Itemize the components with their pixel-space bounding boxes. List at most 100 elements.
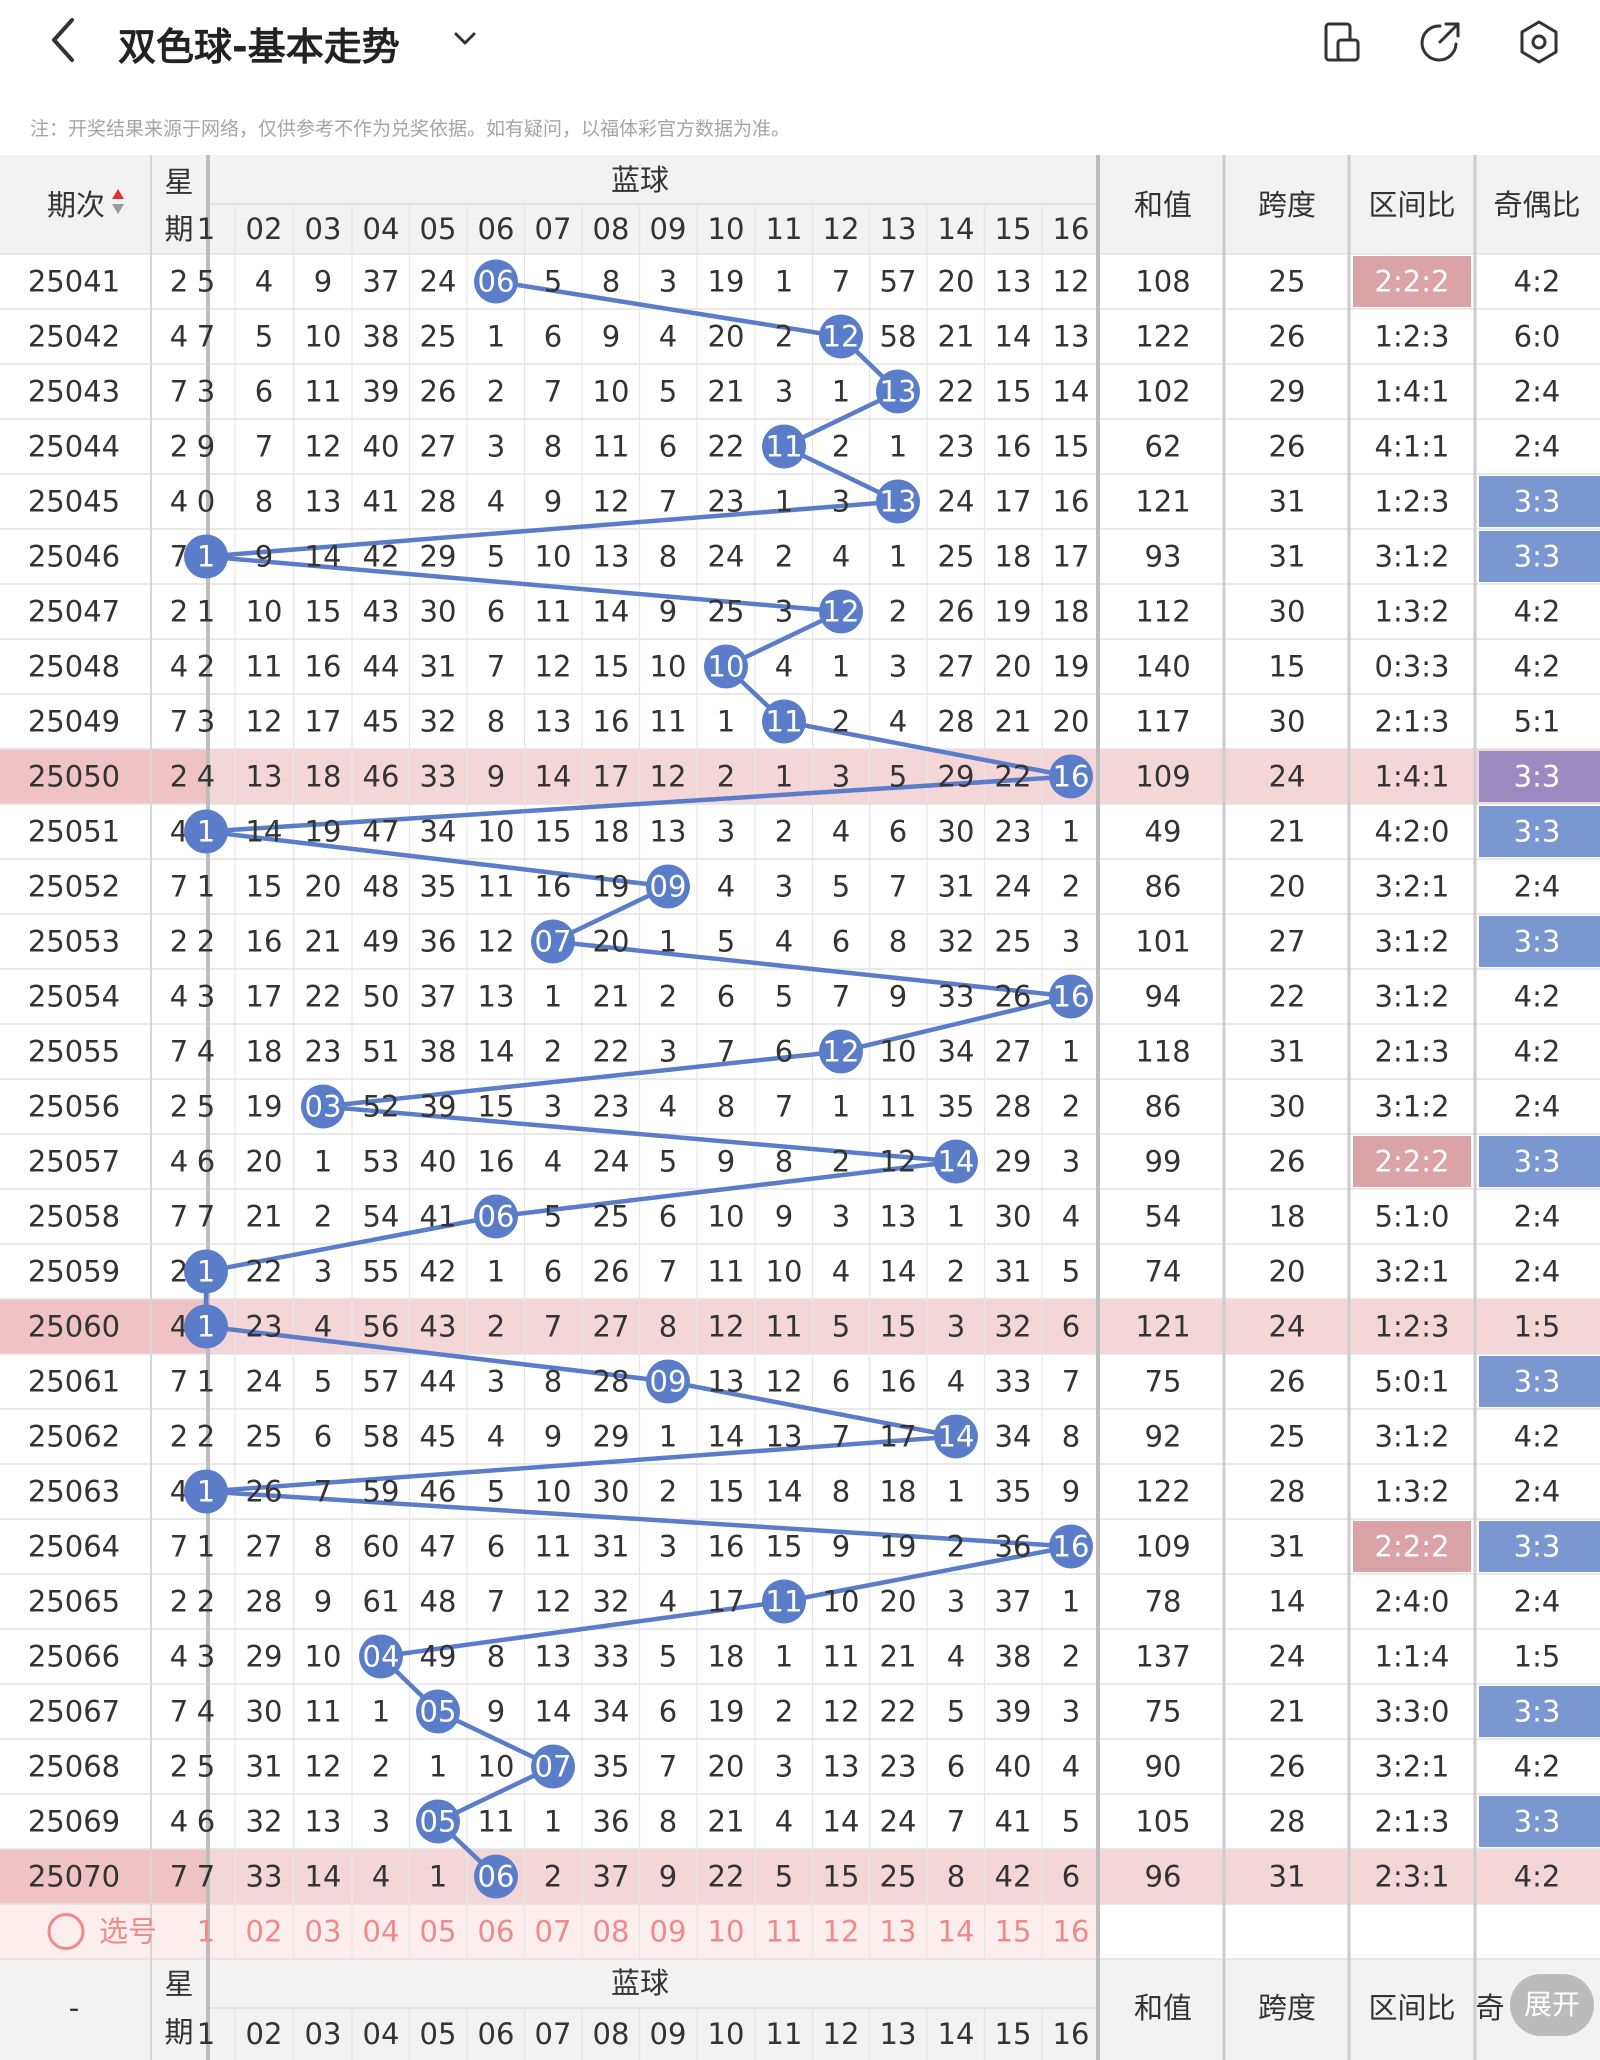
parity-ratio-cell: 1:5 <box>1514 1310 1561 1344</box>
miss-count-cell: 55 <box>363 1255 400 1289</box>
miss-count-cell: 58 <box>363 1420 400 1454</box>
parity-ratio-cell: 3:3 <box>1514 1805 1561 1839</box>
sum-cell: 122 <box>1135 320 1190 354</box>
phone-layout-icon[interactable] <box>1318 18 1366 66</box>
miss-count-cell: 23 <box>880 1750 917 1784</box>
miss-count-cell: 6 <box>197 1145 215 1179</box>
expand-button[interactable]: 展开 <box>1510 1974 1594 2036</box>
period-cell: 25057 <box>28 1145 120 1179</box>
share-icon[interactable] <box>1416 18 1464 66</box>
miss-count-cell: 16 <box>246 925 283 959</box>
span-cell: 24 <box>1269 760 1306 794</box>
miss-count-cell: 6 <box>832 1365 850 1399</box>
blue-ball-hit <box>934 1139 978 1184</box>
miss-count-cell: 22 <box>708 430 745 464</box>
settings-icon[interactable] <box>1515 18 1563 66</box>
miss-count-cell: 1 <box>889 540 907 574</box>
page-title[interactable]: 双色球-基本走势 <box>118 25 400 69</box>
miss-count-cell: 43 <box>363 595 400 629</box>
miss-count-cell: 36 <box>420 925 457 959</box>
blue-ball-hit <box>474 1854 518 1899</box>
miss-count-cell: 1 <box>775 485 793 519</box>
footer-ball-header: 04 <box>363 2017 400 2051</box>
miss-count-cell: 11 <box>880 1090 917 1124</box>
miss-count-cell: 7 <box>197 1860 215 1894</box>
blue-ball-hit-number: 16 <box>1053 760 1090 794</box>
miss-count-cell: 5 <box>889 760 907 794</box>
miss-count-cell: 8 <box>602 265 620 299</box>
miss-count-cell: 26 <box>246 1475 283 1509</box>
trend-line <box>495 1159 957 1219</box>
back-icon[interactable] <box>44 14 84 66</box>
zone-ratio-cell: 1:3:2 <box>1375 595 1450 629</box>
miss-count-cell: 31 <box>938 870 975 904</box>
miss-count-cell: 22 <box>305 980 342 1014</box>
miss-count-cell: 22 <box>938 375 975 409</box>
week-cell: 4 <box>170 650 188 684</box>
miss-count-cell: 6 <box>832 925 850 959</box>
miss-count-cell: 4 <box>832 1255 850 1289</box>
miss-count-cell: 19 <box>593 870 630 904</box>
blue-ball-hit-number: 14 <box>938 1145 975 1179</box>
span-cell: 30 <box>1269 705 1306 739</box>
miss-count-cell: 48 <box>420 1585 457 1619</box>
span-cell: 18 <box>1269 1200 1306 1234</box>
miss-count-cell: 11 <box>478 1805 515 1839</box>
miss-count-cell: 21 <box>938 320 975 354</box>
miss-count-cell: 2 <box>947 1255 965 1289</box>
miss-count-cell: 45 <box>420 1420 457 1454</box>
sum-cell: 109 <box>1135 760 1190 794</box>
select-number-option: 10 <box>708 1915 745 1949</box>
ball-number-header: 14 <box>938 212 975 246</box>
miss-count-cell: 45 <box>363 705 400 739</box>
miss-count-cell: 21 <box>246 1200 283 1234</box>
miss-count-cell: 3 <box>659 1530 677 1564</box>
miss-count-cell: 60 <box>363 1530 400 1564</box>
parity-ratio-highlight <box>1479 531 1600 582</box>
chevron-down-icon[interactable] <box>448 22 482 56</box>
miss-count-cell: 39 <box>363 375 400 409</box>
ball-number-header: 10 <box>708 212 745 246</box>
miss-count-cell: 13 <box>246 760 283 794</box>
miss-count-cell: 5 <box>775 1860 793 1894</box>
miss-count-cell: 7 <box>255 430 273 464</box>
miss-count-cell: 15 <box>478 1090 515 1124</box>
miss-count-cell: 35 <box>420 870 457 904</box>
miss-count-cell: 20 <box>246 1145 283 1179</box>
miss-count-cell: 26 <box>420 375 457 409</box>
miss-count-cell: 11 <box>708 1255 745 1289</box>
miss-count-cell: 11 <box>535 1530 572 1564</box>
week-cell: 2 <box>170 1255 188 1289</box>
blue-ball-hit <box>184 1304 228 1349</box>
miss-count-cell: 23 <box>593 1090 630 1124</box>
miss-count-cell: 4 <box>314 1310 332 1344</box>
miss-count-cell: 2 <box>775 815 793 849</box>
sum-cell: 140 <box>1135 650 1190 684</box>
blue-ball-hit-number: 05 <box>420 1695 457 1729</box>
miss-count-cell: 36 <box>593 1805 630 1839</box>
miss-count-cell: 36 <box>995 1530 1032 1564</box>
miss-count-cell: 12 <box>823 1695 860 1729</box>
sort-down-icon[interactable] <box>112 204 124 214</box>
miss-count-cell: 17 <box>995 485 1032 519</box>
select-radio-icon[interactable] <box>47 1913 85 1950</box>
blue-ball-hit-number: 11 <box>766 1585 803 1619</box>
select-number-label: 选号 <box>99 1915 157 1949</box>
blue-ball-hit <box>819 314 863 359</box>
miss-count-cell: 1 <box>197 595 215 629</box>
zone-ratio-cell: 1:1:4 <box>1375 1640 1450 1674</box>
period-cell: 25066 <box>28 1640 120 1674</box>
miss-count-cell: 61 <box>363 1585 400 1619</box>
sum-cell: 94 <box>1145 980 1182 1014</box>
miss-count-cell: 57 <box>880 265 917 299</box>
miss-count-cell: 14 <box>995 320 1032 354</box>
miss-count-cell: 20 <box>995 650 1032 684</box>
span-cell: 26 <box>1269 1145 1306 1179</box>
select-number-option: 02 <box>246 1915 283 1949</box>
sort-up-icon[interactable] <box>112 189 124 199</box>
zone-ratio-cell: 1:2:3 <box>1375 320 1450 354</box>
miss-count-cell: 9 <box>255 540 273 574</box>
miss-count-cell: 13 <box>1053 320 1090 354</box>
miss-count-cell: 5 <box>487 1475 505 1509</box>
blue-ball-hit <box>531 1744 575 1789</box>
